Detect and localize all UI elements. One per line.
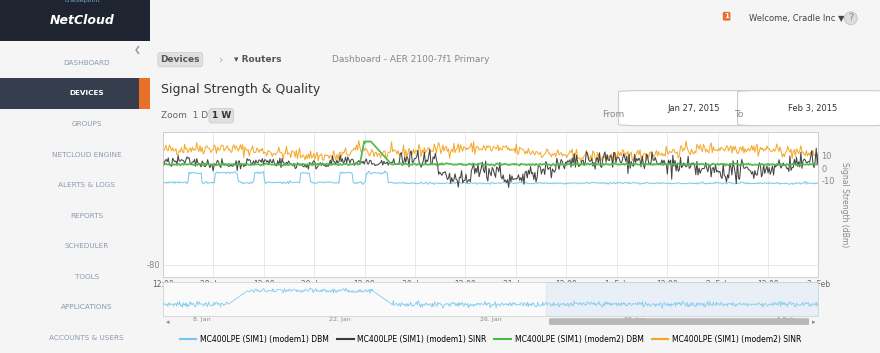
Bar — [546, 282, 818, 316]
Legend: MC400LPE (SIM1) (modem1) DBM, MC400LPE (SIM1) (modem1) SINR, MC400LPE (SIM1) (mo: MC400LPE (SIM1) (modem1) DBM, MC400LPE (… — [177, 332, 804, 347]
Text: REPORTS: REPORTS — [70, 213, 103, 219]
Text: ›: › — [219, 55, 224, 65]
Text: Welcome, Cradle Inc ▼: Welcome, Cradle Inc ▼ — [749, 14, 844, 23]
Text: ACCOUNTS & USERS: ACCOUNTS & USERS — [49, 335, 124, 341]
Text: To: To — [734, 110, 744, 119]
Text: ALERTS & LOGS: ALERTS & LOGS — [58, 182, 115, 188]
Text: TOOLS: TOOLS — [75, 274, 99, 280]
Text: ◂: ◂ — [166, 319, 170, 324]
Text: DEVICES: DEVICES — [70, 90, 104, 96]
Text: Devices: Devices — [160, 55, 200, 64]
Bar — [139, 78, 150, 109]
FancyBboxPatch shape — [550, 319, 809, 324]
Text: NETCLOUD ENGINE: NETCLOUD ENGINE — [52, 151, 121, 157]
Text: ❮: ❮ — [134, 45, 141, 54]
FancyBboxPatch shape — [737, 91, 880, 126]
Text: From: From — [603, 110, 625, 119]
Text: Jan 27, 2015: Jan 27, 2015 — [668, 104, 720, 113]
Text: APPLICATIONS: APPLICATIONS — [61, 304, 113, 310]
Text: 1: 1 — [724, 13, 729, 19]
Text: NetCloud: NetCloud — [50, 14, 114, 27]
Text: Dashboard - AER 2100-7f1 Primary: Dashboard - AER 2100-7f1 Primary — [333, 55, 489, 64]
Text: DASHBOARD: DASHBOARD — [63, 60, 110, 66]
Text: Zoom  1 D: Zoom 1 D — [160, 111, 208, 120]
Text: SCHEDULER: SCHEDULER — [64, 243, 109, 249]
Text: ?: ? — [848, 13, 854, 23]
Text: ▾ Routers: ▾ Routers — [233, 55, 281, 64]
Y-axis label: Signal Strength (dBm): Signal Strength (dBm) — [840, 162, 848, 247]
Text: ▸: ▸ — [811, 319, 815, 324]
Text: Signal Strength & Quality: Signal Strength & Quality — [160, 83, 319, 96]
Bar — [0, 78, 150, 109]
FancyBboxPatch shape — [619, 91, 768, 126]
Text: cradlepoint: cradlepoint — [64, 0, 100, 4]
Text: 1 W: 1 W — [212, 111, 231, 120]
Text: GROUPS: GROUPS — [71, 121, 102, 127]
Bar — [0, 0, 150, 41]
Text: Feb 3, 2015: Feb 3, 2015 — [788, 104, 838, 113]
